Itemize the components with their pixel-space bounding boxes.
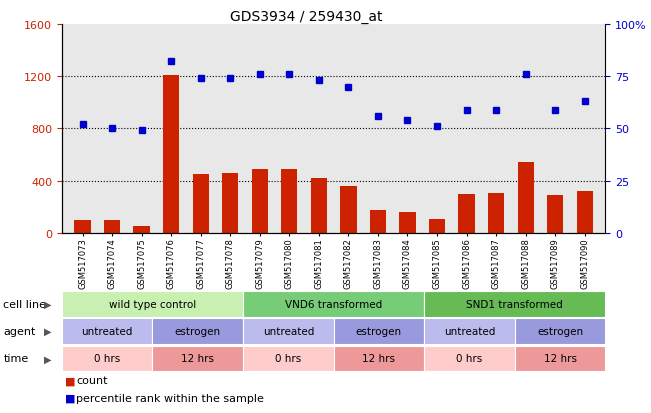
Text: wild type control: wild type control [109,299,196,309]
Text: 12 hrs: 12 hrs [544,354,577,363]
Bar [399,212,415,233]
Bar [488,194,505,233]
Text: ▶: ▶ [44,326,52,336]
Text: percentile rank within the sample: percentile rank within the sample [76,393,264,403]
Text: agent: agent [3,326,36,336]
Bar [281,169,298,233]
Text: untreated: untreated [444,326,495,336]
Text: estrogen: estrogen [356,326,402,336]
Text: estrogen: estrogen [174,326,221,336]
Bar [547,195,563,233]
Text: ■: ■ [65,393,76,403]
Bar [193,175,209,233]
Bar [252,169,268,233]
Text: VND6 transformed: VND6 transformed [285,299,382,309]
Bar [370,211,386,233]
Text: untreated: untreated [262,326,314,336]
Bar [577,192,593,233]
Text: 12 hrs: 12 hrs [363,354,395,363]
Bar [163,76,179,233]
Text: time: time [3,354,29,363]
Text: 12 hrs: 12 hrs [181,354,214,363]
Bar [222,173,238,233]
Text: estrogen: estrogen [537,326,583,336]
Bar [311,178,327,233]
Text: ▶: ▶ [44,354,52,363]
Text: 0 hrs: 0 hrs [94,354,120,363]
Bar [518,163,534,233]
Text: cell line: cell line [3,299,46,309]
Text: untreated: untreated [81,326,133,336]
Bar [104,220,120,233]
Bar [340,186,357,233]
Bar [429,219,445,233]
Text: SND1 transformed: SND1 transformed [467,299,563,309]
Text: 0 hrs: 0 hrs [275,354,301,363]
Text: GDS3934 / 259430_at: GDS3934 / 259430_at [230,10,382,24]
Bar [133,226,150,233]
Bar [74,221,90,233]
Bar [458,194,475,233]
Text: ■: ■ [65,375,76,385]
Text: 0 hrs: 0 hrs [456,354,482,363]
Text: ▶: ▶ [44,299,52,309]
Text: count: count [76,375,107,385]
